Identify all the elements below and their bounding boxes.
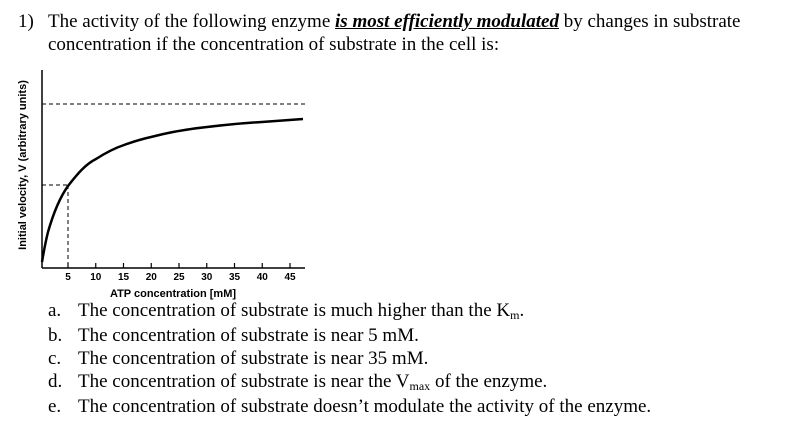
option-text: The concentration of substrate is near 3… [78,348,428,370]
x-tick-label: 15 [118,272,130,283]
question-text: by changes in substrate [558,11,741,32]
option-letter: a. [48,300,62,321]
question-text: The activity of the following enzyme [48,11,336,32]
option-body: The concentration of substrate is near 3… [78,348,429,369]
option-body: The concentration of substrate doesn’t m… [78,396,652,417]
option-text: The concentration of substrate is near t… [78,371,547,393]
option-letter: e. [48,396,62,417]
x-tick-label: 10 [90,272,102,283]
option-letter: c. [48,348,62,369]
option-letter: d. [48,371,63,392]
option-letter: b. [48,325,63,346]
option-body: of the enzyme. [430,371,548,392]
figure: Initial velocity, V (arbitrary units) AT… [17,70,305,300]
velocity-curve [40,117,304,263]
x-tick-label: 25 [173,272,185,283]
question-line: concentration if the concentration of su… [48,34,500,55]
x-tick-label: 45 [284,272,296,283]
option-text: The concentration of substrate doesn’t m… [78,396,651,418]
x-tick-label: 5 [65,272,71,283]
x-tick-label: 40 [257,272,269,283]
x-tick-label: 35 [229,272,241,283]
y-axis-label: Initial velocity, V (arbitrary units) [17,80,29,250]
subscript: m [510,308,520,322]
x-axis-label: ATP concentration [mM] [110,288,236,300]
x-tick-label: 30 [201,272,213,283]
option-text: The concentration of substrate is much h… [78,300,524,322]
option-body: The concentration of substrate is near 5… [78,325,419,346]
option-body: The concentration of substrate is near t… [78,371,410,392]
question-number: 1) [18,11,34,32]
question-emphasis: is most efficiently modulated [335,11,559,32]
option-body: . [519,300,525,321]
x-tick-label: 20 [146,272,158,283]
option-text: The concentration of substrate is near 5… [78,325,419,347]
question-line: The activity of the following enzyme is … [48,11,740,33]
option-body: The concentration of substrate is much h… [78,300,511,321]
subscript: max [409,379,431,393]
